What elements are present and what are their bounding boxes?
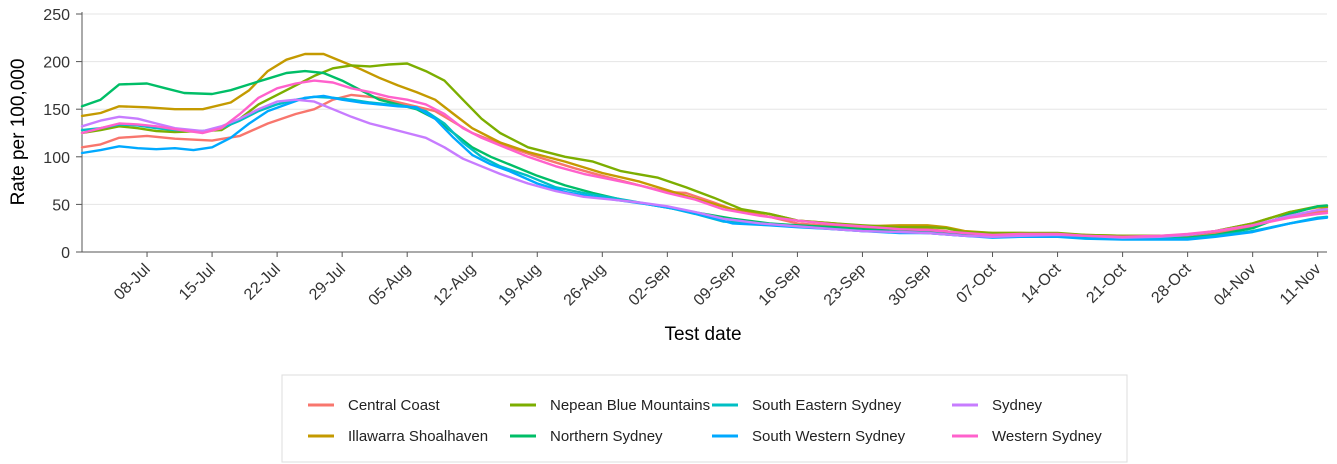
series-line-nepean-blue-mountains [80, 62, 1329, 237]
x-tick-label: 09-Sep [691, 261, 740, 310]
series-lines [80, 52, 1329, 241]
legend-label: Central Coast [348, 397, 441, 414]
y-axis-title: Rate per 100,000 [8, 59, 29, 206]
legend-items: Central Coast Illawarra Shoalhaven Nepean … [308, 397, 1102, 445]
x-tick-label: 21-Oct [1083, 260, 1129, 306]
y-tick-labels: 0 50 100 150 200 250 [43, 7, 70, 262]
y-tick-label: 200 [43, 55, 70, 72]
x-tick-label: 28-Oct [1148, 260, 1194, 306]
x-tick-label: 07-Oct [953, 260, 999, 306]
x-tick-label: 04-Nov [1211, 261, 1259, 309]
legend-box [281, 374, 1128, 463]
legend-label: Sydney [992, 397, 1043, 414]
x-tick-label: 11-Nov [1277, 261, 1325, 309]
x-tick-label: 16-Sep [756, 261, 805, 310]
series-line-illawarra-shoalhaven [80, 52, 1329, 237]
x-tick-label: 30-Sep [886, 261, 935, 310]
legend-label: Western Sydney [992, 428, 1102, 445]
legend-label: South Eastern Sydney [752, 397, 902, 414]
axes [76, 12, 1327, 257]
legend-label: Illawarra Shoalhaven [348, 428, 488, 445]
legend: Central Coast Illawarra Shoalhaven Nepean … [281, 374, 1128, 463]
y-tick-label: 150 [43, 102, 70, 119]
x-axis-title: Test date [664, 324, 741, 345]
x-tick-label: 15-Jul [176, 261, 219, 304]
x-tick-labels: 08-Jul 15-Jul 22-Jul 29-Jul 05-Aug 12-Aug 19-A… [111, 260, 1325, 309]
y-tick-label: 100 [43, 150, 70, 167]
x-tick-label: 02-Sep [626, 261, 675, 310]
series-line-south-eastern-sydney [80, 95, 1329, 240]
series-line-south-western-sydney [80, 94, 1329, 241]
x-tick-label: 12-Aug [431, 261, 480, 310]
x-tick-label: 14-Oct [1018, 260, 1064, 306]
legend-label: Nepean Blue Mountains [550, 397, 710, 414]
y-tick-label: 0 [61, 245, 70, 262]
legend-label: Northern Sydney [550, 428, 663, 445]
x-tick-label: 26-Aug [561, 261, 610, 310]
series-line-western-sydney [80, 79, 1329, 238]
x-tick-label: 05-Aug [366, 261, 415, 310]
x-tick-label: 22-Jul [241, 261, 284, 304]
y-tick-label: 250 [43, 7, 70, 24]
x-tick-label: 23-Sep [821, 261, 870, 310]
x-tick-label: 29-Jul [306, 261, 349, 304]
x-tick-label: 08-Jul [111, 261, 154, 304]
legend-label: South Western Sydney [752, 428, 906, 445]
y-tick-label: 50 [52, 197, 70, 214]
x-tick-label: 19-Aug [496, 261, 545, 310]
